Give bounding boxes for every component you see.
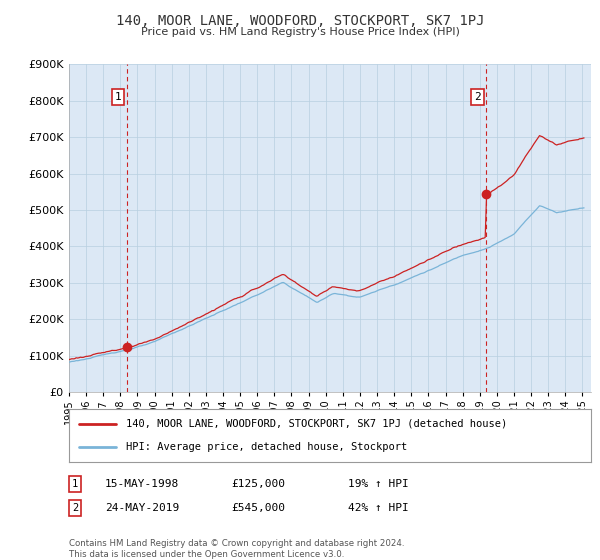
Text: 42% ↑ HPI: 42% ↑ HPI [348,503,409,513]
Text: 2: 2 [474,92,481,102]
Text: Price paid vs. HM Land Registry's House Price Index (HPI): Price paid vs. HM Land Registry's House … [140,27,460,37]
Text: 1: 1 [72,479,78,489]
Text: 19% ↑ HPI: 19% ↑ HPI [348,479,409,489]
Text: 15-MAY-1998: 15-MAY-1998 [105,479,179,489]
Text: Contains HM Land Registry data © Crown copyright and database right 2024.
This d: Contains HM Land Registry data © Crown c… [69,539,404,559]
Text: 140, MOOR LANE, WOODFORD, STOCKPORT, SK7 1PJ (detached house): 140, MOOR LANE, WOODFORD, STOCKPORT, SK7… [127,419,508,429]
Text: HPI: Average price, detached house, Stockport: HPI: Average price, detached house, Stoc… [127,442,407,452]
Text: £125,000: £125,000 [231,479,285,489]
Text: £545,000: £545,000 [231,503,285,513]
Text: 2: 2 [72,503,78,513]
Text: 24-MAY-2019: 24-MAY-2019 [105,503,179,513]
Text: 140, MOOR LANE, WOODFORD, STOCKPORT, SK7 1PJ: 140, MOOR LANE, WOODFORD, STOCKPORT, SK7… [116,14,484,28]
Text: 1: 1 [115,92,122,102]
